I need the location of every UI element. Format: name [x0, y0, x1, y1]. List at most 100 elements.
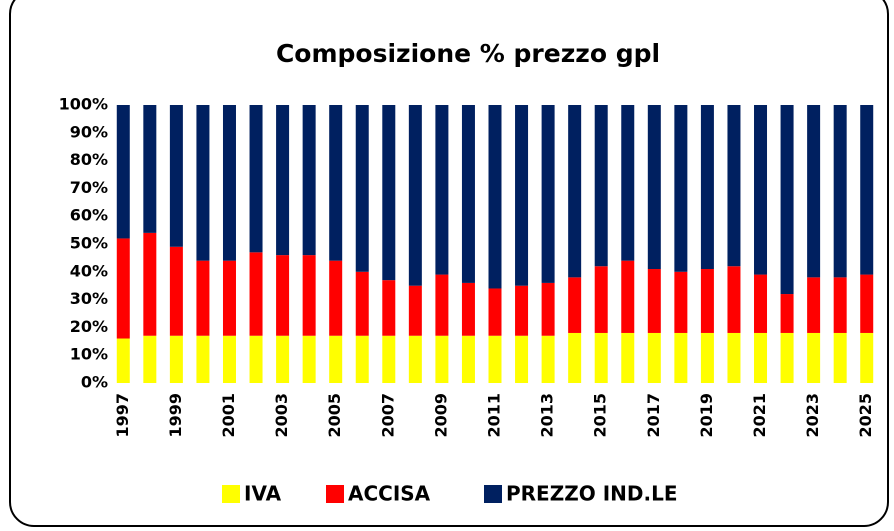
- bar-segment: [860, 105, 874, 275]
- bar-segment: [860, 332, 874, 383]
- bar-segment: [355, 271, 369, 336]
- bar-segment: [621, 260, 635, 333]
- bar-segment: [408, 105, 422, 286]
- x-tick-label: 2011: [485, 393, 504, 438]
- x-tick-label: 2017: [644, 393, 663, 438]
- bar-segment: [674, 271, 688, 333]
- x-tick-label: 2019: [697, 393, 716, 438]
- bar-segment: [674, 332, 688, 383]
- bar-segment: [222, 335, 236, 383]
- y-tick-label: 30%: [70, 289, 108, 308]
- legend-label: IVA: [244, 482, 282, 506]
- bar-segment: [116, 338, 130, 383]
- bar-segment: [169, 246, 183, 336]
- bar-segment: [222, 105, 236, 261]
- bar-segment: [249, 252, 263, 336]
- bar-segment: [435, 335, 449, 383]
- bar-segment: [488, 335, 502, 383]
- bar-segment: [435, 274, 449, 336]
- bar-segment: [302, 105, 316, 256]
- y-tick-label: 20%: [70, 317, 108, 336]
- bar-segment: [276, 255, 290, 336]
- x-tick-label: 1999: [166, 393, 185, 438]
- bar-segment: [515, 335, 529, 383]
- bar-segment: [515, 285, 529, 336]
- bar-segment: [780, 294, 794, 333]
- bar-segment: [754, 274, 768, 333]
- bar-segment: [249, 335, 263, 383]
- x-tick-label: 2009: [431, 393, 450, 438]
- x-tick-label: 2003: [272, 393, 291, 438]
- bar-segment: [807, 332, 821, 383]
- chart-title: Composizione % prezzo gpl: [276, 39, 660, 68]
- bar-segment: [249, 105, 263, 253]
- bar-segment: [541, 282, 555, 336]
- bar-segment: [807, 105, 821, 278]
- bar-segment: [461, 105, 475, 283]
- bar-segment: [355, 335, 369, 383]
- bar-segment: [780, 332, 794, 383]
- x-tick-label: 2005: [325, 393, 344, 438]
- bar-segment: [302, 255, 316, 336]
- bar-segment: [700, 332, 714, 383]
- bar-segment: [169, 335, 183, 383]
- bar-segment: [833, 277, 847, 333]
- bar-segment: [143, 105, 157, 233]
- bar-segment: [727, 105, 741, 267]
- bar-segment: [196, 105, 210, 261]
- bar-segment: [621, 332, 635, 383]
- bar-segment: [382, 335, 396, 383]
- bar-segment: [833, 105, 847, 278]
- bar-segment: [169, 105, 183, 247]
- bar-segment: [461, 282, 475, 336]
- bar-segment: [780, 105, 794, 295]
- bar-segment: [754, 332, 768, 383]
- bar-segment: [222, 260, 236, 336]
- legend-label: PREZZO IND.LE: [506, 482, 677, 506]
- bar-segment: [700, 269, 714, 333]
- bar-segment: [435, 105, 449, 275]
- bar-segment: [754, 105, 768, 275]
- y-tick-label: 60%: [70, 206, 108, 225]
- bar-segment: [541, 105, 555, 283]
- x-tick-label: 2015: [591, 393, 610, 438]
- bar-segment: [276, 105, 290, 256]
- bar-segment: [302, 335, 316, 383]
- bar-segment: [355, 105, 369, 272]
- bar-segment: [647, 105, 661, 270]
- bar-segment: [647, 269, 661, 333]
- bar-segment: [329, 105, 343, 261]
- y-tick-label: 0%: [81, 373, 108, 392]
- y-tick-label: 80%: [70, 150, 108, 169]
- bar-segment: [515, 105, 529, 286]
- bar-segment: [647, 332, 661, 383]
- bar-segment: [594, 332, 608, 383]
- bar-segment: [568, 105, 582, 278]
- bar-segment: [727, 266, 741, 333]
- legend-swatch: [326, 485, 344, 503]
- bar-segment: [196, 260, 210, 336]
- bar-segment: [329, 335, 343, 383]
- x-tick-label: 1997: [113, 393, 132, 438]
- y-tick-label: 90%: [70, 122, 108, 141]
- bar-segment: [408, 335, 422, 383]
- y-tick-label: 100%: [59, 95, 108, 114]
- bar-segment: [408, 285, 422, 336]
- bar-segment: [143, 232, 157, 336]
- bar-segment: [807, 277, 821, 333]
- y-tick-label: 70%: [70, 178, 108, 197]
- bar-segment: [382, 105, 396, 281]
- y-tick-label: 40%: [70, 261, 108, 280]
- bar-segment: [382, 280, 396, 336]
- bar-segment: [594, 266, 608, 333]
- bar-segment: [488, 288, 502, 336]
- bar-segment: [329, 260, 343, 336]
- x-tick-label: 2013: [538, 393, 557, 438]
- bar-segment: [700, 105, 714, 270]
- bar-segment: [488, 105, 502, 289]
- bar-segment: [116, 105, 130, 239]
- x-tick-label: 2021: [750, 393, 769, 438]
- bar-segment: [727, 332, 741, 383]
- x-tick-label: 2025: [856, 393, 875, 438]
